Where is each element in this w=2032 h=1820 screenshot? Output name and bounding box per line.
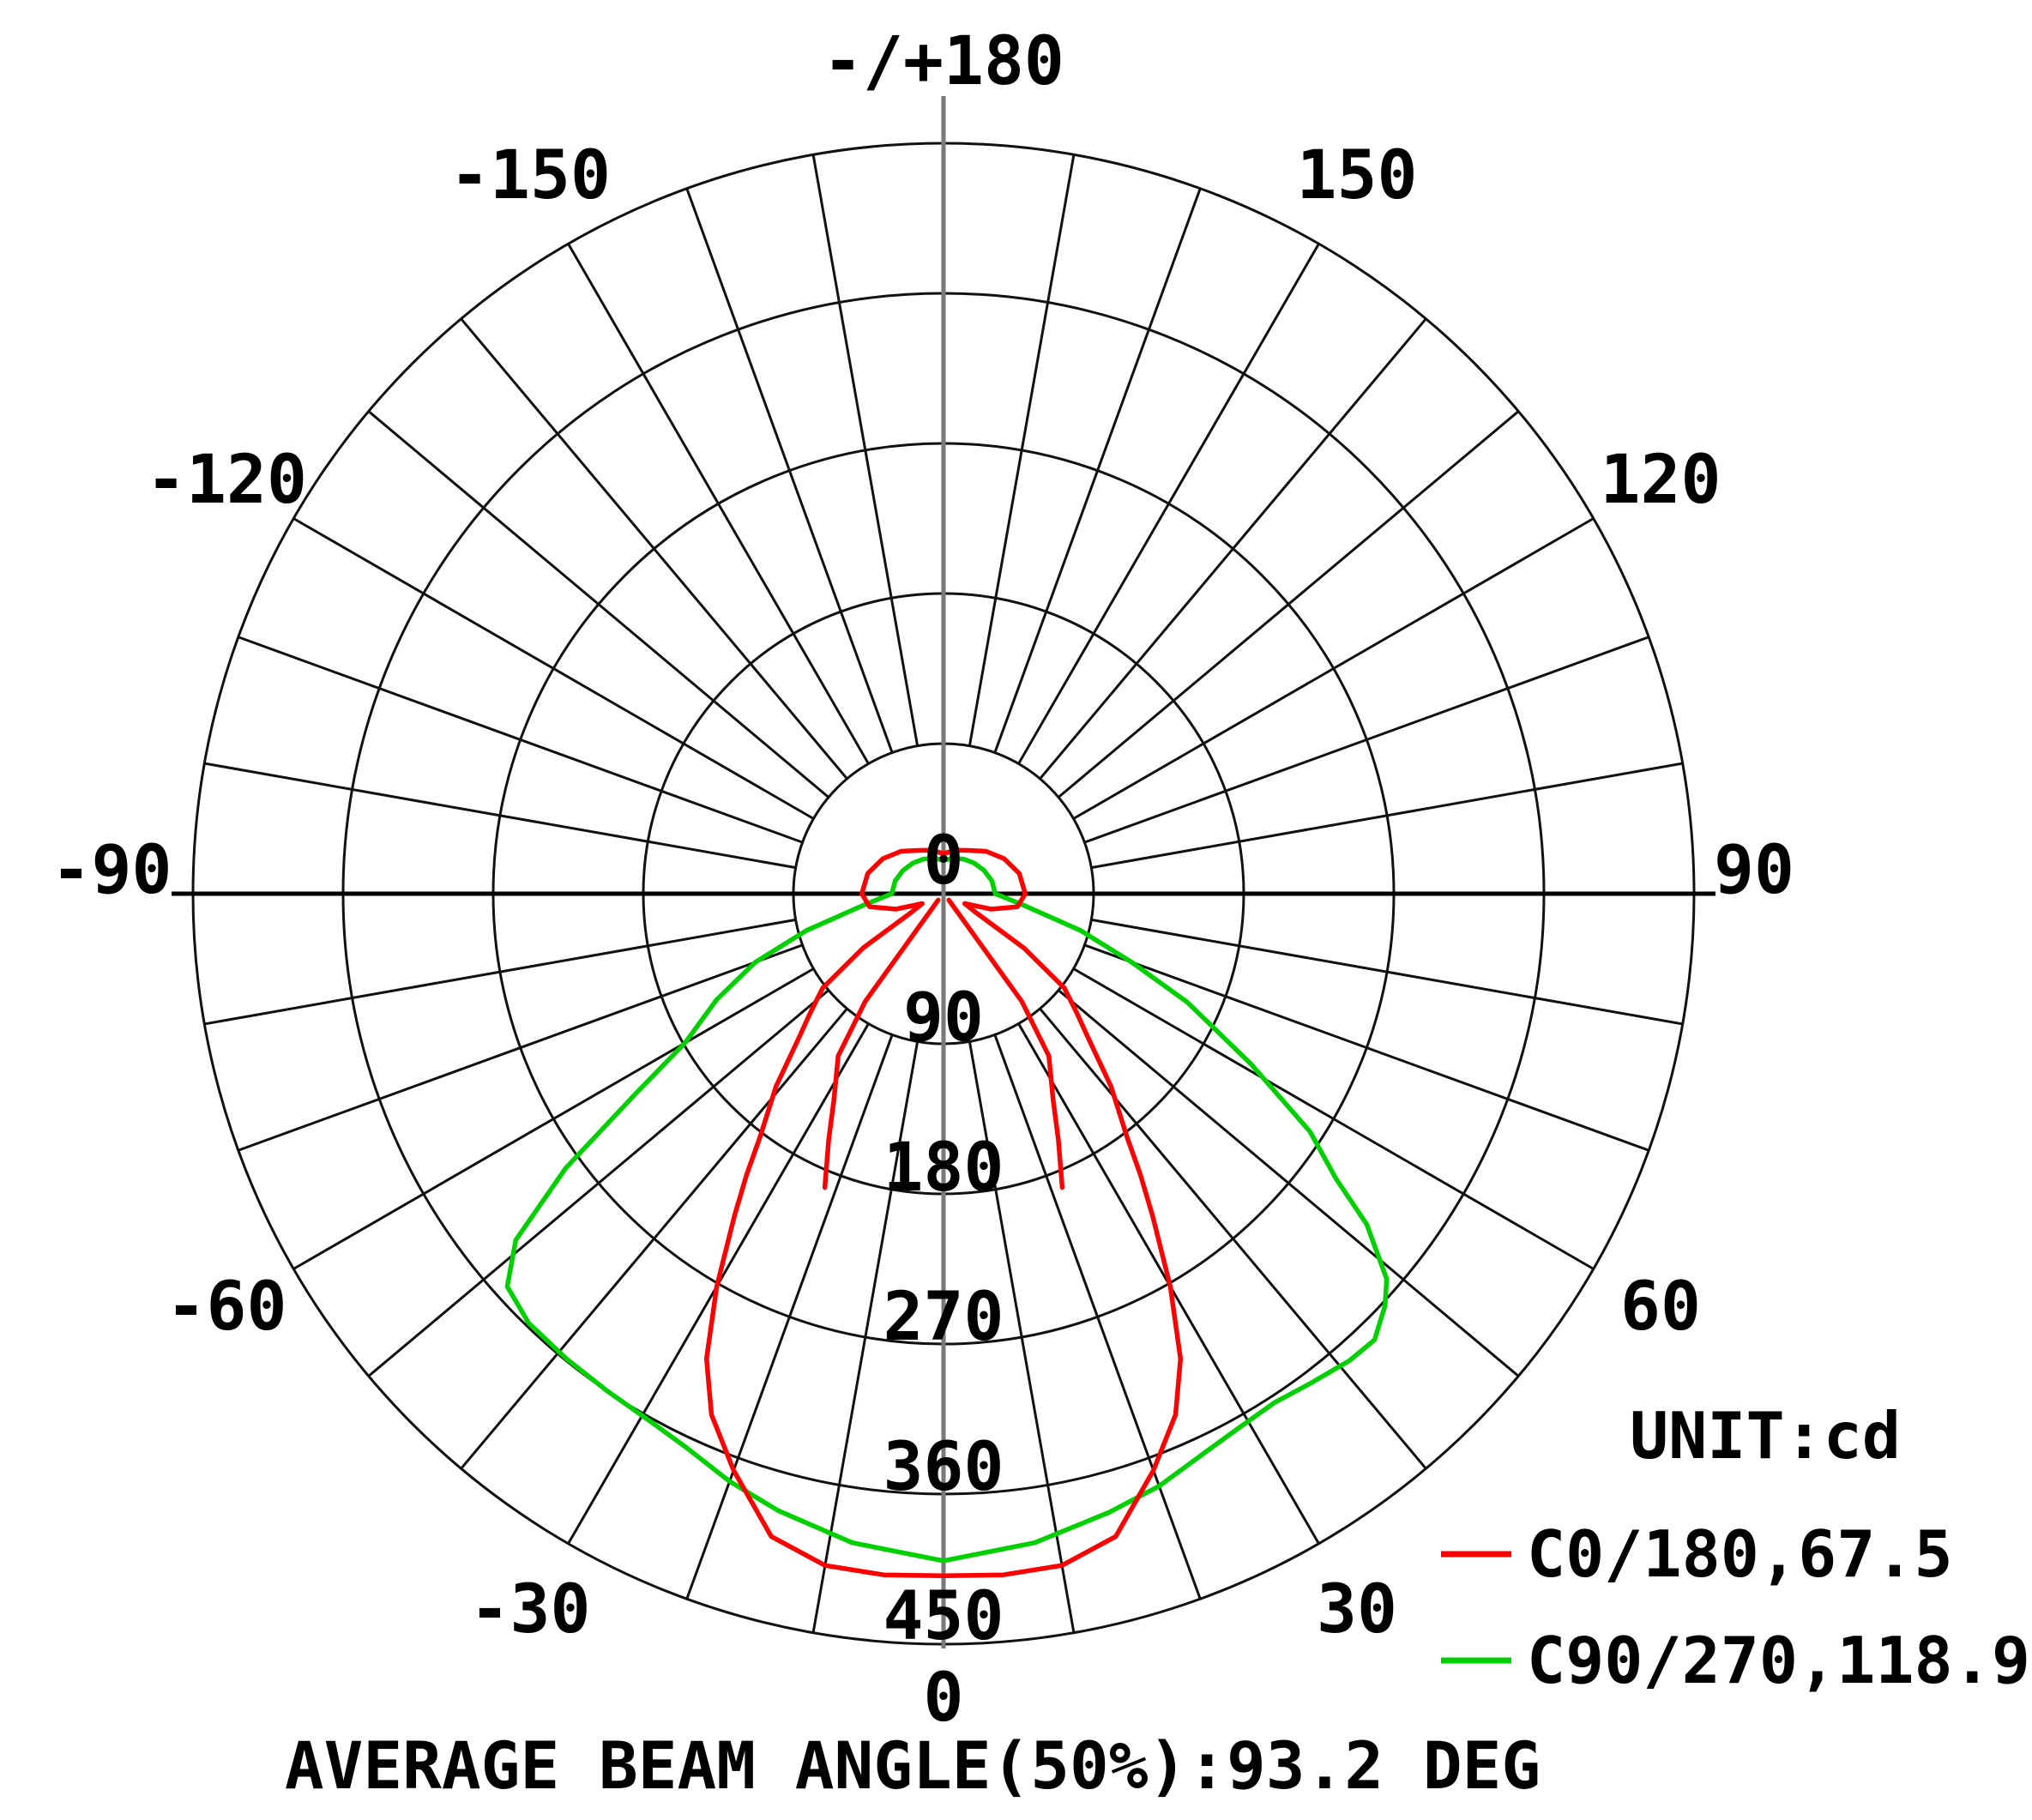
angle-label-p30: 30 <box>1317 1571 1397 1648</box>
polar-spoke-310 <box>367 989 829 1377</box>
radial-label-0: 0 <box>924 823 964 900</box>
polar-spoke-230 <box>367 410 829 799</box>
polar-spoke-210 <box>567 243 870 765</box>
angle-label-m30: -30 <box>470 1571 591 1648</box>
angle-label-180: -/+180 <box>823 23 1064 100</box>
radial-label-360: 360 <box>883 1429 1004 1506</box>
polar-spoke-300 <box>292 967 815 1270</box>
curve-C0-180 <box>703 847 1184 1579</box>
polar-spoke-340 <box>685 1034 894 1600</box>
angle-label-m60: -60 <box>166 1269 287 1346</box>
legend: UNIT:cd C0/180,67.5 C90/270,118.9 <box>1441 1398 2030 1698</box>
curve-C90-270 <box>504 855 1390 1564</box>
radial-labels: 0 90 180 270 360 450 <box>883 823 1004 1655</box>
polar-spoke-20 <box>993 1034 1202 1600</box>
polar-spoke-240 <box>292 517 815 820</box>
polar-spoke-70 <box>1083 943 1649 1152</box>
curve-C0-180-inner-0 <box>822 897 941 1190</box>
average-beam-angle-caption: AVERAGE BEAM ANGLE(50%):93.2 DEG <box>285 1727 1541 1804</box>
polar-spoke-190 <box>811 154 920 746</box>
polar-spoke-280 <box>204 918 796 1026</box>
angle-label-p120: 120 <box>1601 442 1721 519</box>
angle-label-p150: 150 <box>1297 137 1418 214</box>
angle-label-p60: 60 <box>1620 1269 1701 1346</box>
polar-spoke-140 <box>1039 317 1427 780</box>
polar-spoke-100 <box>1091 762 1683 870</box>
polar-spoke-120 <box>1072 517 1595 820</box>
radial-label-450: 450 <box>883 1578 1004 1655</box>
polar-spoke-150 <box>1017 243 1320 765</box>
polar-spoke-110 <box>1083 636 1649 844</box>
angle-label-m150: -150 <box>449 137 611 214</box>
polar-spoke-80 <box>1091 918 1683 1026</box>
polar-spoke-160 <box>993 188 1202 754</box>
angle-label-m90: -90 <box>51 832 172 909</box>
polar-spoke-220 <box>460 317 848 780</box>
angle-labels: -/+180 150 120 90 60 30 0 -30 -60 -90 -1… <box>51 23 1794 1737</box>
radial-label-180: 180 <box>883 1130 1004 1207</box>
curve-C0-180-inner-1 <box>946 897 1065 1190</box>
angle-label-0: 0 <box>924 1660 964 1737</box>
legend-unit-label: UNIT:cd <box>1630 1398 1901 1473</box>
polar-spoke-170 <box>968 154 1076 746</box>
intensity-curves <box>504 847 1390 1579</box>
angle-label-m120: -120 <box>146 442 307 519</box>
polar-grid <box>172 96 1715 1648</box>
polar-spoke-40 <box>1039 1008 1427 1470</box>
polar-spoke-250 <box>238 636 804 844</box>
polar-spoke-200 <box>685 188 894 754</box>
legend-label-c0-180: C0/180,67.5 <box>1527 1516 1953 1592</box>
polar-spoke-50 <box>1058 989 1520 1377</box>
angle-label-p90: 90 <box>1714 832 1794 909</box>
polar-spoke-60 <box>1072 967 1595 1270</box>
polar-spoke-320 <box>460 1008 848 1470</box>
polar-spoke-130 <box>1058 410 1520 799</box>
polar-spoke-260 <box>204 762 796 870</box>
polar-spoke-290 <box>238 943 804 1152</box>
radial-label-90: 90 <box>903 979 984 1057</box>
legend-label-c90-270: C90/270,118.9 <box>1527 1623 2030 1698</box>
radial-label-270: 270 <box>883 1279 1004 1356</box>
